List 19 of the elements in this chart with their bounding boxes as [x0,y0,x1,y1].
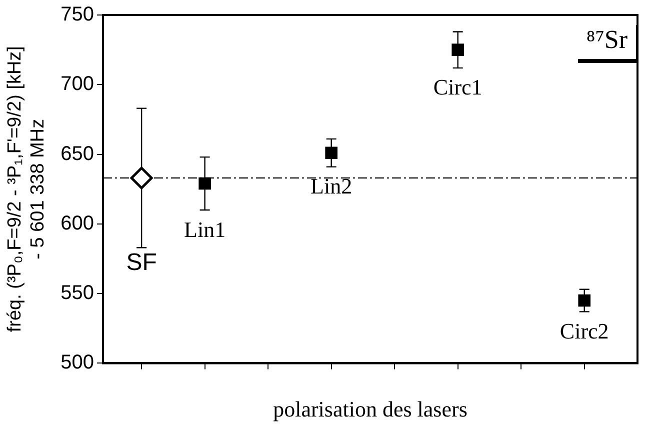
annotation: Circ1 [433,74,482,100]
y-tick-label: 750 [60,4,94,26]
point [452,44,464,56]
annotation: Circ2 [560,318,609,344]
y-tick-label: 500 [60,352,94,374]
annotation: Lin2 [310,174,352,199]
annotation: SF [126,249,157,276]
point [578,294,591,307]
y-tick-label: 700 [60,73,94,96]
y-tick-label: 650 [60,142,94,165]
annotation: ⁸⁷Sr [586,25,628,54]
y-tick-label: 550 [60,282,94,304]
point [130,166,153,190]
point [198,177,211,190]
point [325,146,338,160]
annotation: Lin1 [184,216,226,242]
y-axis-title: fréq. (³P₀,F=9/2 - ³P₁,F'=9/2) [kHz] - 5 601 338 MHz [4,46,48,332]
y-tick-label: 600 [60,212,94,234]
x-axis-title: polarisation des lasers [273,396,468,422]
